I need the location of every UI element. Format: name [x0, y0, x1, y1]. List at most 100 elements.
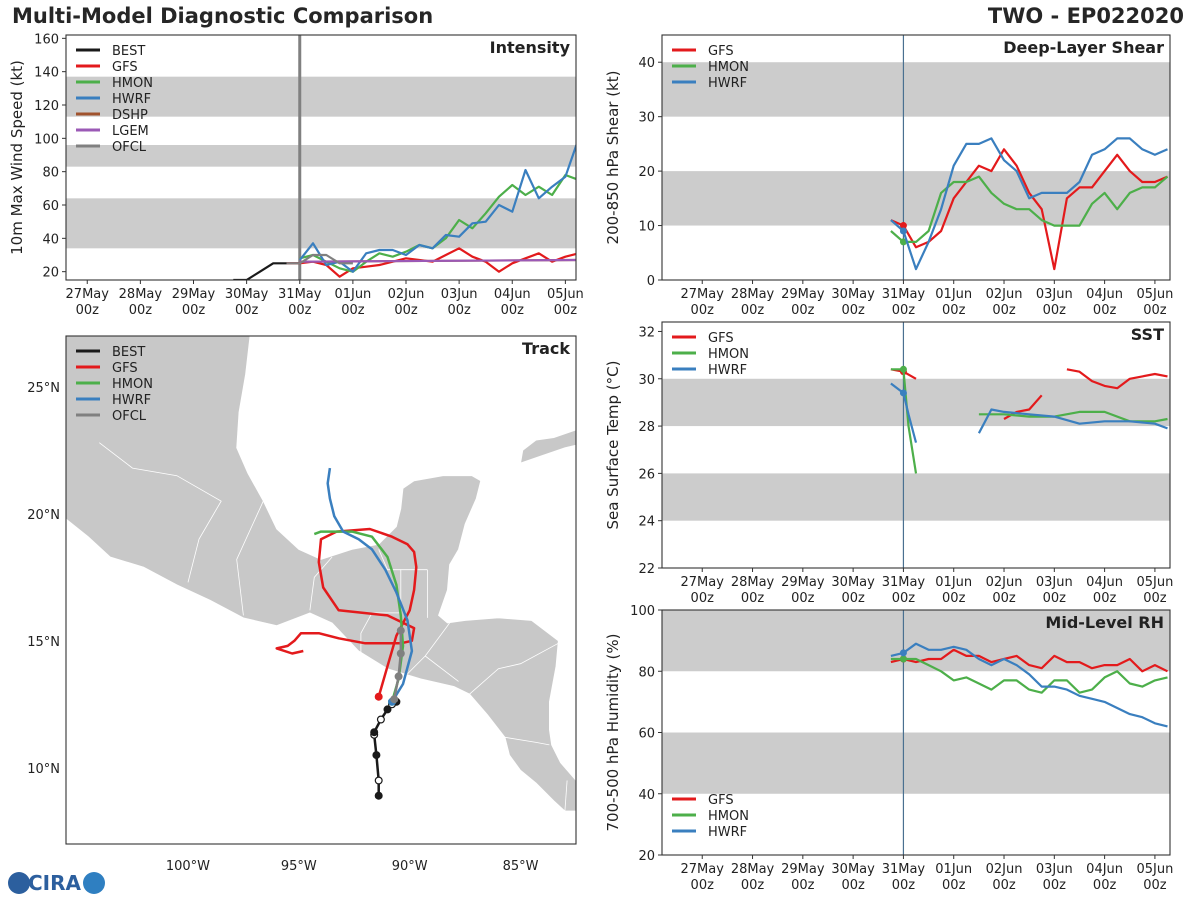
panel-title: Track — [522, 339, 570, 358]
x-tick-label: 02Jun — [986, 575, 1023, 590]
legend-label: OFCL — [112, 140, 147, 155]
storm-id: TWO - EP022020 — [987, 4, 1184, 28]
legend-label: HMON — [112, 76, 153, 91]
y-axis-label: 10m Max Wind Speed (kt) — [8, 60, 26, 255]
axes-frame — [661, 321, 1171, 569]
country-border — [378, 549, 401, 571]
y-tick-label: 25°N — [27, 381, 60, 396]
x-tick-label: 28May — [731, 862, 775, 877]
x-tick-label: 100°W — [166, 859, 210, 874]
series-line-gfs — [890, 148, 1168, 271]
series-line-hmon — [978, 410, 1168, 423]
x-tick-label: 00z — [942, 878, 966, 893]
track-point — [396, 626, 405, 635]
x-tick-label: 00z — [841, 591, 865, 606]
panel-title: Mid-Level RH — [1045, 613, 1164, 632]
series-line-hwrf — [977, 408, 1168, 434]
y-tick-label: 60 — [638, 727, 655, 742]
legend-label: GFS — [708, 44, 734, 59]
country-border — [424, 655, 459, 682]
shaded-band — [662, 732, 1170, 794]
series-line-gfs — [1066, 368, 1168, 390]
x-tick-label: 00z — [892, 303, 916, 318]
x-tick-label: 29May — [781, 575, 825, 590]
series-line-ofcl — [286, 253, 353, 265]
x-tick-label: 05Jun — [1136, 862, 1173, 877]
plot-area — [662, 610, 1170, 855]
y-tick-label: 80 — [42, 166, 59, 181]
x-tick-label: 05Jun — [1136, 575, 1173, 590]
axes-frame — [661, 609, 1171, 856]
legend-label: HMON — [708, 60, 749, 75]
series-line-hmon — [890, 657, 1168, 694]
x-tick-label: 30May — [831, 575, 875, 590]
cira-logo: CIRA — [8, 871, 105, 895]
x-tick-label: 00z — [741, 591, 765, 606]
x-tick-label: 01Jun — [935, 287, 972, 302]
plot-area — [66, 35, 576, 280]
y-tick-label: 40 — [638, 56, 655, 71]
y-axis-label: 700-500 hPa Humidity (%) — [604, 633, 622, 831]
x-tick-label: 00z — [691, 303, 715, 318]
y-tick-label: 60 — [42, 199, 59, 214]
track-point — [390, 695, 399, 704]
country-border — [504, 736, 550, 746]
shaded-band — [662, 62, 1170, 117]
x-tick-label: 00z — [1043, 878, 1067, 893]
y-tick-label: 15°N — [27, 635, 60, 650]
x-tick-label: 00z — [1093, 591, 1117, 606]
shaded-band — [662, 378, 1170, 427]
legend-label: HWRF — [112, 393, 151, 408]
track-point — [374, 791, 383, 800]
axes-frame — [661, 34, 1171, 281]
logo-cloud-icon — [83, 872, 105, 894]
x-tick-label: 03Jun — [1036, 287, 1073, 302]
x-tick-label: 00z — [1143, 303, 1167, 318]
legend-label: HWRF — [708, 363, 747, 378]
plot-area — [662, 35, 1170, 280]
x-tick-label: 28May — [119, 287, 163, 302]
x-tick-label: 00z — [791, 303, 815, 318]
x-tick-label: 00z — [1143, 591, 1167, 606]
y-tick-label: 20 — [638, 165, 655, 180]
country-border — [469, 642, 559, 695]
x-tick-label: 27May — [681, 287, 725, 302]
figure-title: Multi-Model Diagnostic Comparison — [12, 4, 434, 28]
x-tick-label: 04Jun — [1086, 862, 1123, 877]
x-tick-label: 27May — [66, 287, 110, 302]
x-tick-label: 85°W — [503, 859, 539, 874]
country-border — [564, 780, 568, 812]
panel-sst: 22242628303227May00z28May00z29May00z30Ma… — [604, 321, 1173, 606]
x-tick-label: 31May — [882, 287, 926, 302]
x-tick-label: 00z — [841, 303, 865, 318]
analysis-point — [899, 649, 907, 657]
x-tick-label: 29May — [172, 287, 216, 302]
x-tick-label: 05Jun — [547, 287, 584, 302]
x-tick-label: 00z — [992, 878, 1016, 893]
panel-title: Intensity — [490, 38, 571, 57]
x-tick-label: 00z — [942, 303, 966, 318]
y-tick-label: 30 — [638, 373, 655, 388]
x-tick-label: 95°W — [281, 859, 317, 874]
x-tick-label: 27May — [681, 862, 725, 877]
track-point — [374, 776, 383, 785]
x-tick-label: 04Jun — [494, 287, 531, 302]
x-tick-label: 00z — [288, 303, 312, 318]
x-tick-label: 03Jun — [441, 287, 478, 302]
logo-text: CIRA — [28, 871, 82, 895]
plot-area — [66, 336, 576, 844]
series-line-hwrf — [298, 142, 576, 273]
legend-label: HMON — [708, 809, 749, 824]
y-tick-label: 120 — [34, 99, 59, 114]
y-tick-label: 20 — [638, 849, 655, 864]
track-point — [372, 751, 381, 760]
y-tick-label: 100 — [34, 132, 59, 147]
country-border — [236, 500, 264, 616]
legend-label: HMON — [112, 377, 153, 392]
legend-label: GFS — [112, 60, 138, 75]
legend-label: HWRF — [708, 825, 747, 840]
x-tick-label: 00z — [1043, 591, 1067, 606]
x-tick-label: 00z — [341, 303, 365, 318]
y-tick-label: 30 — [638, 111, 655, 126]
